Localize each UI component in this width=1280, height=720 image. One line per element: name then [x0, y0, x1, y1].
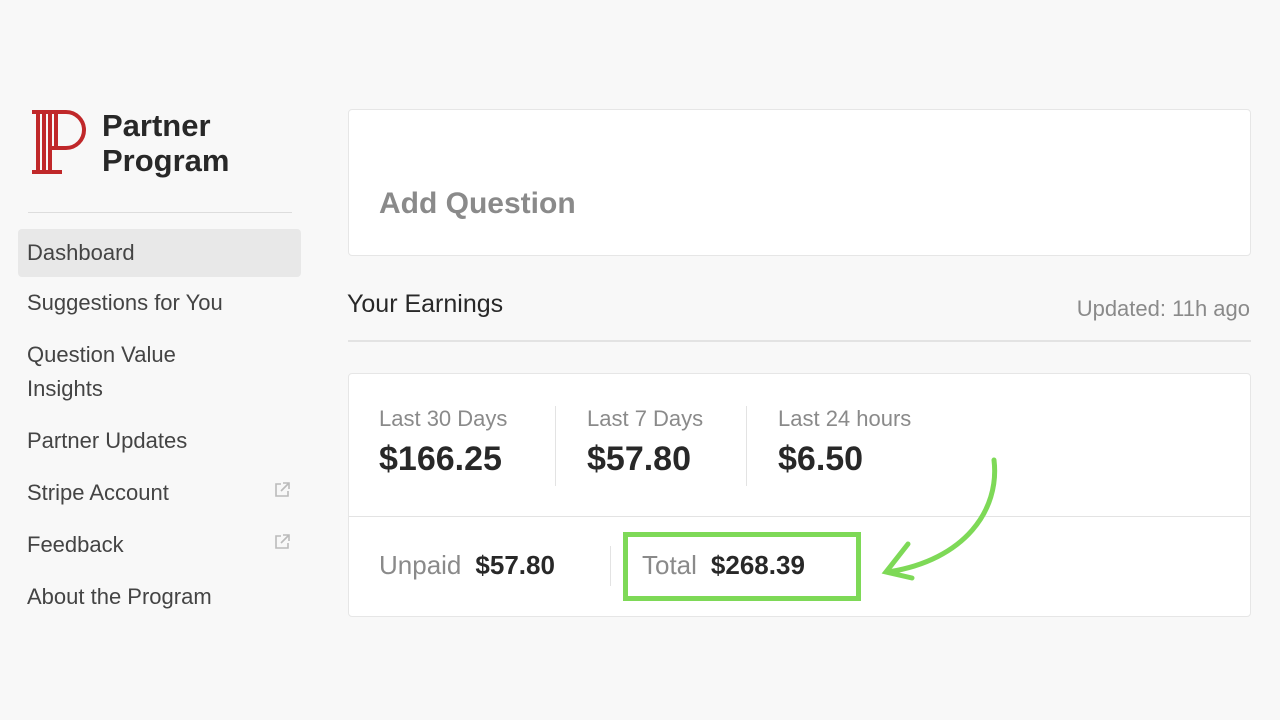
logo[interactable]: Partner Program: [30, 108, 229, 178]
sidebar-divider: [28, 212, 292, 213]
label: About the Program: [27, 584, 212, 609]
sidebar-item-question-value-insights[interactable]: Question Value Insights: [18, 329, 218, 415]
brand-name-line2: Program: [102, 143, 230, 178]
stat-label: Last 7 Days: [587, 406, 704, 431]
unpaid-label: Unpaid: [379, 550, 462, 580]
divider: [349, 516, 1250, 517]
stat-label: Last 24 hours: [778, 406, 912, 431]
stat-last-24-hours: Last 24 hours $6.50: [778, 406, 911, 479]
stat-value: $6.50: [778, 440, 864, 478]
stat-label: Last 30 Days: [379, 406, 508, 431]
brand-name-line1: Partner: [102, 108, 211, 143]
external-link-icon: [275, 482, 290, 497]
sidebar-item-feedback[interactable]: Feedback: [18, 519, 301, 571]
label: Stripe Account: [27, 480, 169, 505]
total-value: $268.39: [710, 550, 805, 580]
total-highlight-box: [623, 532, 861, 601]
unpaid-amount: Unpaid $57.80: [379, 550, 555, 581]
stat-value: $166.25: [379, 440, 502, 478]
stat-last-30-days: Last 30 Days $166.25: [379, 406, 507, 479]
label: Question Value Insights: [27, 342, 176, 401]
label: Suggestions for You: [27, 290, 223, 315]
label: Partner Updates: [27, 428, 188, 453]
label: Dashboard: [27, 240, 135, 265]
partner-program-logo-icon: [32, 110, 86, 174]
stat-last-7-days: Last 7 Days $57.80: [587, 406, 703, 479]
arrow-annotation-icon: [881, 457, 998, 581]
total-label: Total: [642, 550, 697, 580]
divider: [746, 406, 747, 486]
stat-value: $57.80: [587, 440, 691, 478]
updated-timestamp: Updated: 11h ago: [1076, 296, 1250, 321]
unpaid-value: $57.80: [475, 550, 555, 580]
sidebar-item-suggestions[interactable]: Suggestions for You: [18, 277, 301, 329]
earnings-title: Your Earnings: [347, 290, 504, 318]
sidebar-nav: Dashboard Suggestions for You Question V…: [18, 229, 301, 623]
add-question-box[interactable]: Add Question: [348, 109, 1251, 256]
divider: [555, 406, 556, 486]
add-question-placeholder: Add Question: [379, 187, 576, 220]
earnings-card: Last 30 Days $166.25 Last 7 Days $57.80 La…: [348, 373, 1251, 617]
sidebar-item-about[interactable]: About the Program: [18, 571, 301, 623]
sidebar-item-stripe-account[interactable]: Stripe Account: [18, 467, 301, 519]
label: Feedback: [27, 532, 124, 557]
divider: [348, 340, 1251, 342]
sidebar-item-dashboard[interactable]: Dashboard: [18, 229, 301, 277]
external-link-icon: [275, 534, 290, 549]
total-amount: Total $268.39: [642, 550, 805, 581]
sidebar-item-partner-updates[interactable]: Partner Updates: [18, 415, 301, 467]
divider: [610, 546, 611, 586]
